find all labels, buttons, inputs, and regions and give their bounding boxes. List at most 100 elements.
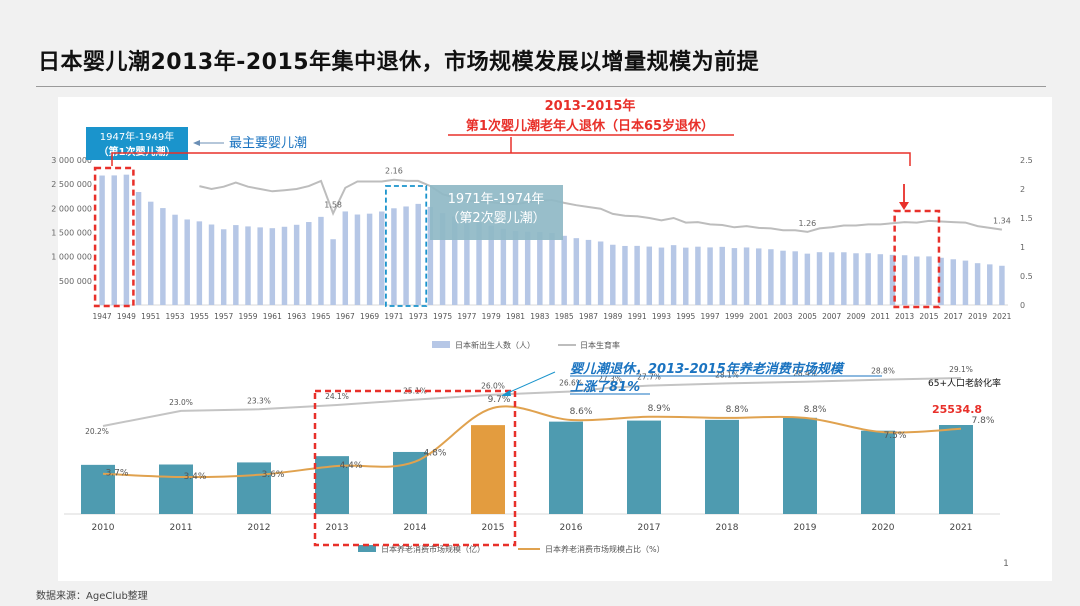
market-bar-2018 bbox=[705, 419, 739, 514]
share-point-label: 8.9% bbox=[648, 404, 671, 414]
x-tick-label: 2017 bbox=[944, 312, 963, 321]
birth-bar-2016 bbox=[938, 257, 944, 305]
aging-point-label: 24.1% bbox=[325, 392, 349, 401]
right-axis-tick-label: 0 bbox=[1020, 301, 1025, 310]
fertility-point-label: 1.34 bbox=[993, 217, 1011, 226]
birth-bar-1958 bbox=[233, 225, 239, 305]
market-bar-2017 bbox=[627, 420, 661, 514]
share-point-label: 4.8% bbox=[424, 449, 447, 459]
x-tick-label: 1985 bbox=[555, 312, 574, 321]
right-axis-tick-label: 2.5 bbox=[1020, 156, 1033, 165]
birth-bar-1963 bbox=[293, 224, 300, 305]
retire-bracket bbox=[111, 152, 911, 166]
x-tick-label: 1995 bbox=[676, 312, 695, 321]
birth-bar-1988 bbox=[597, 241, 604, 305]
left-axis-tick-label: 3 000 000 bbox=[51, 156, 92, 165]
right-axis-tick-label: 0.5 bbox=[1020, 272, 1033, 281]
birth-bar-1986 bbox=[573, 238, 580, 305]
boom1-label-box bbox=[86, 127, 188, 160]
birth-bar-1991 bbox=[634, 245, 640, 305]
x-tick-label: 1953 bbox=[165, 312, 184, 321]
birth-bar-1975 bbox=[439, 213, 446, 305]
left-axis-tick-label: 1 500 000 bbox=[51, 229, 92, 238]
x-tick-label: 1947 bbox=[93, 312, 112, 321]
market-bar-value-label: 25534.8 bbox=[932, 403, 982, 416]
legend-label-share: 日本养老消费市场规模占比（%） bbox=[545, 544, 665, 554]
fertility-point-label: 1.26 bbox=[798, 219, 816, 228]
market-note-line2: 上涨了81% bbox=[570, 379, 640, 395]
aging-point-label: 23.0% bbox=[169, 398, 193, 407]
x-tick-label: 2001 bbox=[749, 312, 768, 321]
birth-bar-2015 bbox=[926, 256, 932, 305]
birth-bar-2018 bbox=[962, 260, 969, 305]
market-bar-2014 bbox=[393, 451, 427, 514]
aging-point-label: 23.3% bbox=[247, 396, 271, 405]
birth-bar-1973 bbox=[415, 203, 421, 305]
right-axis-tick-label: 1 bbox=[1020, 243, 1025, 252]
retire-arrow-head bbox=[899, 202, 909, 210]
birth-bar-2020 bbox=[987, 264, 993, 305]
boom1-label-line1: 1947年-1949年 bbox=[100, 130, 175, 143]
fertility-point-label: 2.16 bbox=[385, 167, 403, 176]
x-tick-label-2: 2012 bbox=[248, 523, 271, 533]
retire-sub: 第1次婴儿潮老年人退休（日本65岁退休） bbox=[466, 118, 714, 134]
birth-bar-1961 bbox=[269, 228, 276, 305]
birth-bar-1965 bbox=[318, 216, 324, 305]
birth-bar-1955 bbox=[196, 221, 203, 305]
fertility-line bbox=[199, 178, 1003, 233]
left-axis-tick-label: 500 000 bbox=[59, 277, 92, 286]
share-point-label: 9.7% bbox=[488, 395, 511, 405]
x-tick-label-2: 2016 bbox=[560, 523, 583, 533]
retire-highlight-box bbox=[893, 209, 941, 309]
boom1-label-line2: （第1次婴儿潮） bbox=[99, 145, 176, 158]
birth-bar-1951 bbox=[147, 201, 154, 305]
x-tick-label: 2013 bbox=[895, 312, 914, 321]
birth-bar-1966 bbox=[330, 239, 336, 305]
birth-bar-2010 bbox=[865, 253, 871, 305]
share-point-label: 8.6% bbox=[570, 407, 593, 417]
birth-bar-2004 bbox=[792, 251, 798, 305]
annotations: 1947年-1949年 （第1次婴儿潮） 最主要婴儿潮 1971年-1974年 （第2次… bbox=[86, 98, 1009, 569]
birth-bar-2019 bbox=[974, 263, 981, 305]
x-tick-label: 1969 bbox=[360, 312, 379, 321]
page-title: 日本婴儿潮2013年-2015年集中退休，市场规模发展以增量规模为前提 bbox=[38, 50, 760, 75]
x-tick-label-2: 2011 bbox=[170, 523, 193, 533]
x-tick-label: 2007 bbox=[822, 312, 841, 321]
boom2-label-line2: （第2次婴儿潮） bbox=[446, 210, 545, 226]
market-bar-2016 bbox=[549, 421, 583, 514]
birth-bar-1977 bbox=[464, 220, 470, 305]
birth-bar-2000 bbox=[743, 247, 750, 305]
aging-point-label: 27.7% bbox=[637, 373, 661, 382]
x-tick-label-2: 2019 bbox=[794, 523, 817, 533]
birth-bar-1959 bbox=[245, 226, 251, 305]
birth-bar-1962 bbox=[281, 226, 288, 305]
legend-swatch-market bbox=[358, 545, 376, 552]
birth-bar-1952 bbox=[160, 208, 166, 305]
market-note-arrow bbox=[502, 371, 556, 396]
share-point-label: 3.6% bbox=[262, 470, 285, 480]
x-tick-label-2: 2015 bbox=[482, 523, 505, 533]
x-tick-label: 1957 bbox=[214, 312, 233, 321]
birth-bar-1990 bbox=[622, 245, 628, 305]
x-tick-label: 1973 bbox=[409, 312, 428, 321]
source-note: 数据来源：AgeClub整理 bbox=[36, 591, 148, 602]
birth-bar-1994 bbox=[670, 245, 677, 305]
share-point-label: 7.5% bbox=[884, 431, 907, 441]
x-tick-label: 2019 bbox=[968, 312, 987, 321]
x-tick-label: 1975 bbox=[433, 312, 452, 321]
birth-bar-1974 bbox=[427, 206, 434, 305]
x-tick-label: 1971 bbox=[384, 312, 403, 321]
birth-bar-2009 bbox=[853, 253, 859, 305]
birth-bar-1987 bbox=[585, 239, 592, 305]
birth-bar-1954 bbox=[184, 219, 190, 305]
x-tick-label: 1951 bbox=[141, 312, 160, 321]
birth-bar-1982 bbox=[524, 231, 531, 305]
birth-bar-1984 bbox=[549, 232, 555, 305]
birth-bar-1971 bbox=[391, 208, 397, 305]
market-bar-2015 bbox=[471, 425, 505, 514]
birth-bar-2011 bbox=[877, 254, 884, 305]
aging-series-label: 65+人口老龄化率 bbox=[928, 377, 1001, 389]
birth-bar-1953 bbox=[172, 214, 178, 305]
birth-bar-1957 bbox=[220, 229, 227, 305]
x-tick-label: 1961 bbox=[263, 312, 282, 321]
